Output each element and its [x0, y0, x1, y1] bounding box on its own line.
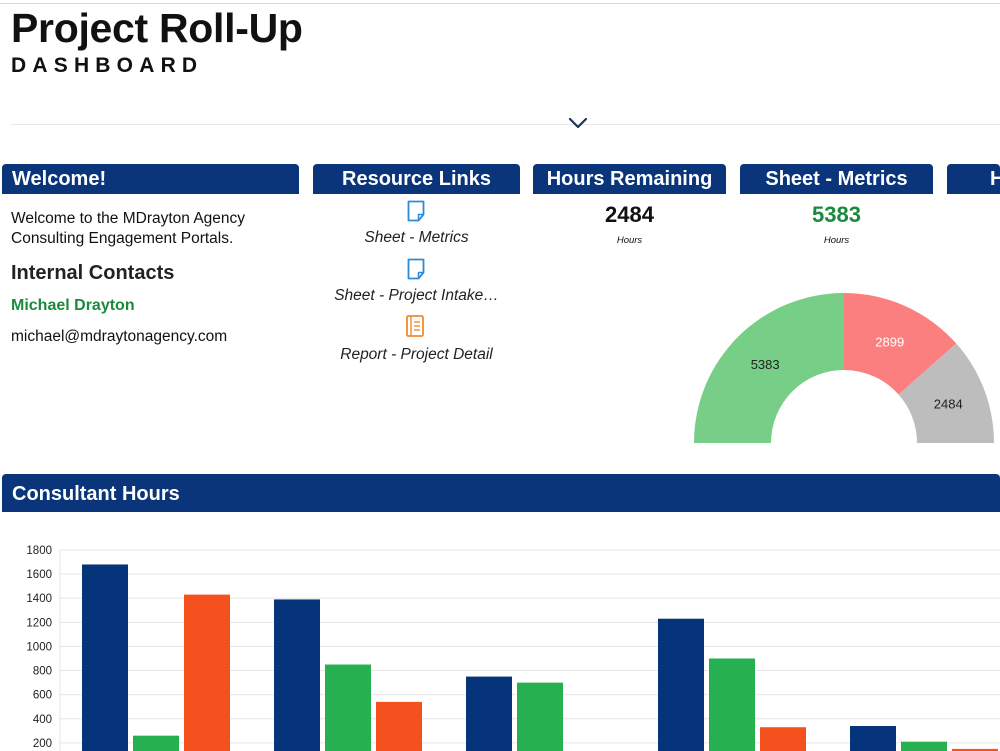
- hours-remaining-header: Hours Remaining: [533, 164, 726, 194]
- chart-bar: [376, 701, 422, 751]
- y-tick-label: 1600: [26, 569, 52, 581]
- contact-email[interactable]: michael@mdraytonagency.com: [11, 328, 228, 345]
- chart-bar: [658, 618, 704, 751]
- page-title: Project Roll-Up: [11, 5, 303, 51]
- gauge-label: 5383: [751, 357, 780, 372]
- chart-bar: [274, 599, 320, 751]
- report-notebook-icon[interactable]: [404, 314, 426, 338]
- y-tick-label: 400: [33, 714, 52, 726]
- hours-remaining-value: 2484: [605, 202, 654, 227]
- sheet-document-icon[interactable]: [406, 199, 426, 223]
- chart-bar: [517, 682, 563, 751]
- chart-bar: [82, 564, 128, 751]
- welcome-text: Welcome to the MDrayton Agency Consultin…: [11, 210, 246, 247]
- y-tick-label: 800: [33, 666, 52, 678]
- gauge-label: 2899: [875, 334, 904, 349]
- sheet-metrics-header: Sheet - Metrics: [740, 164, 933, 194]
- gauge-segment-used: [844, 293, 957, 395]
- y-tick-label: 1400: [26, 593, 52, 605]
- link-sheet-metrics[interactable]: Sheet - Metrics: [364, 229, 469, 246]
- page-subtitle: DASHBOARD: [11, 54, 204, 77]
- y-tick-label: 1800: [26, 545, 52, 557]
- sheet-metrics-value: 5383: [812, 202, 861, 227]
- y-tick-label: 1200: [26, 617, 52, 629]
- chart-bar: [760, 727, 806, 751]
- consultant-hours-header: Consultant Hours: [2, 474, 1000, 512]
- chart-bar: [901, 741, 947, 751]
- gauge-label: 2484: [934, 396, 963, 411]
- chart-bar: [466, 676, 512, 751]
- header-divider: [11, 124, 1000, 125]
- link-report-project-detail[interactable]: Report - Project Detail: [340, 346, 493, 363]
- y-tick-label: 1000: [26, 641, 52, 653]
- sheet-document-icon[interactable]: [406, 257, 426, 281]
- consultant-hours-chart: 200 400 600 800 1000 1200 1400 1600 1800: [26, 545, 1000, 751]
- top-border: [0, 3, 1000, 4]
- link-sheet-project-intake[interactable]: Sheet - Project Intake…: [334, 287, 499, 304]
- hours-remaining-unit: Hours: [616, 235, 643, 246]
- chart-bar: [952, 748, 998, 751]
- gauge-segment-remaining: [898, 343, 994, 443]
- welcome-header: Welcome!: [2, 164, 299, 194]
- sheet-metrics-unit: Hours: [823, 235, 850, 246]
- hours-gauge: 5383 2899 2484: [694, 293, 994, 443]
- internal-contacts-title: Internal Contacts: [11, 262, 175, 284]
- contact-name[interactable]: Michael Drayton: [11, 297, 135, 314]
- chart-bar: [133, 735, 179, 751]
- chart-bar: [850, 726, 896, 751]
- resource-links-header: Resource Links: [313, 164, 520, 194]
- chart-bar: [184, 594, 230, 751]
- cut-panel-header: H: [947, 164, 1000, 194]
- y-tick-label: 200: [33, 738, 52, 750]
- chevron-down-icon[interactable]: [567, 115, 589, 131]
- y-tick-label: 600: [33, 690, 52, 702]
- chart-bar: [709, 658, 755, 751]
- chart-bar: [325, 664, 371, 751]
- gauge-segment-sheet-metrics: [694, 293, 844, 443]
